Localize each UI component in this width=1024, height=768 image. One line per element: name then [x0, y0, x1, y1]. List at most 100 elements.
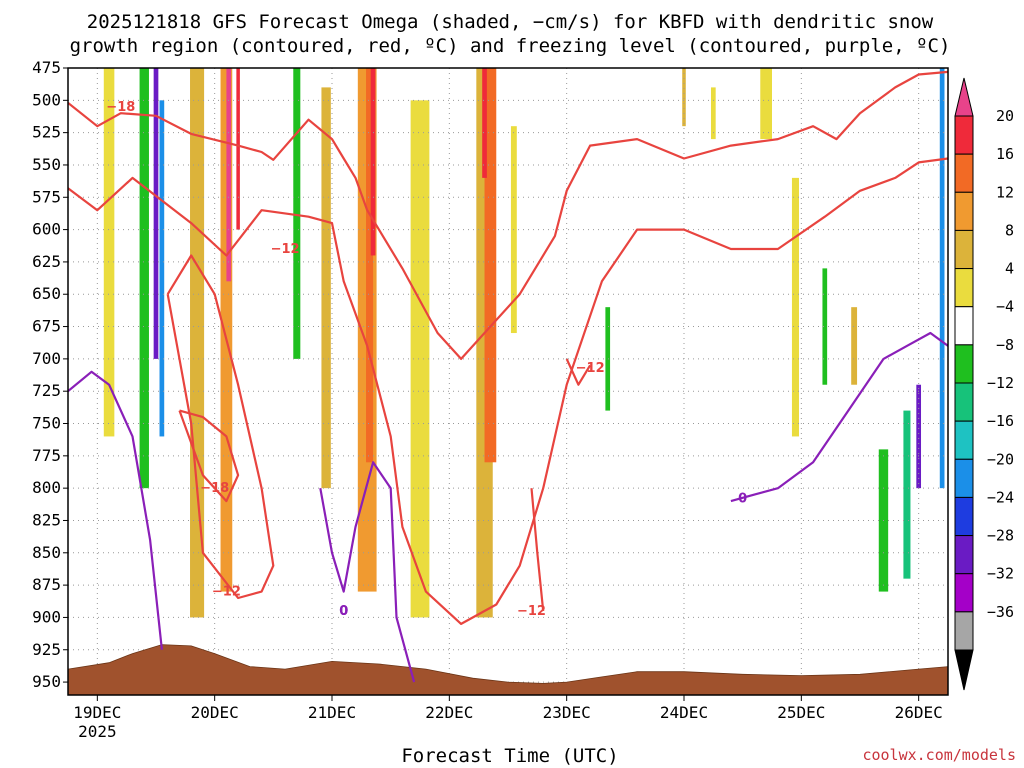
colorbar-swatch-11 [954, 496, 974, 537]
y-tick-label-7: 650 [32, 284, 61, 303]
y-tick-label-13: 800 [32, 478, 61, 497]
x-tick-label-5: 24DEC [660, 703, 708, 722]
dendritic-contour-3 [166, 254, 275, 600]
dendritic-contour-label-4: −12 [517, 604, 546, 619]
y-tick-label-16: 875 [32, 575, 61, 594]
colorbar-swatch-5 [954, 268, 974, 308]
x-tick-label-6: 25DEC [777, 703, 825, 722]
y-axis: 475 500 525 550 575 600 625 650 675 700 725 750 775 8… [32, 58, 68, 691]
omega-band-4 [190, 68, 205, 618]
x-tick-label-3: 22DEC [425, 703, 473, 722]
dendritic-contour-label-3: −12 [212, 585, 241, 600]
omega-band-24 [851, 307, 858, 385]
x-tick-sublabel-0: 2025 [78, 722, 117, 741]
chart-title-line-1: 2025121818 GFS Forecast Omega (shaded, −… [87, 11, 934, 33]
freezing-contour-label-2: 0 [738, 491, 747, 506]
dendritic-contour-2 [178, 409, 240, 503]
x-tick-label-7: 26DEC [895, 703, 943, 722]
y-tick-label-19: 950 [32, 672, 61, 691]
omega-band-5 [220, 68, 233, 592]
y-tick-label-10: 725 [32, 381, 61, 400]
terrain-fill [68, 644, 948, 695]
colorbar-swatch-3 [954, 191, 974, 231]
y-tick-label-9: 700 [32, 349, 61, 368]
omega-band-2 [153, 68, 159, 359]
colorbar-label-5: −4 [996, 298, 1014, 316]
y-tick-label-17: 900 [32, 607, 61, 626]
omega-band-15 [484, 68, 497, 463]
x-tick-label-2: 21DEC [308, 703, 356, 722]
omega-band-16 [482, 68, 487, 178]
x-tick-label-0: 19DEC [73, 703, 121, 722]
omega-band-13 [410, 100, 430, 618]
colorbar-swatch-6 [954, 306, 974, 346]
y-tick-label-8: 675 [32, 317, 61, 336]
dendritic-contour-label-1: −12 [271, 242, 300, 257]
colorbar-swatch-12 [954, 535, 974, 575]
dendritic-contour-label-0: −18 [106, 100, 135, 115]
colorbar-label-13: −36 [987, 603, 1014, 621]
dendritic-contour-label-5: −12 [576, 361, 605, 376]
omega-band-18 [605, 307, 611, 411]
freezing-contour-label-0: 0 [339, 604, 348, 619]
colorbar-label-3: 8 [1005, 221, 1014, 239]
omega-band-9 [321, 87, 331, 489]
colorbar-label-6: −8 [996, 336, 1014, 354]
y-tick-label-0: 475 [32, 58, 61, 77]
dendritic-contour-5 [565, 358, 592, 386]
dendritic-contour-1 [68, 157, 948, 625]
y-tick-label-3: 550 [32, 155, 61, 174]
colorbar-swatch-4 [954, 229, 974, 270]
omega-band-26 [903, 410, 911, 579]
omega-shading-layer [103, 68, 945, 618]
omega-band-6 [226, 68, 232, 282]
omega-band-0 [103, 68, 115, 437]
plot-background [68, 68, 948, 695]
colorbar-label-2: 12 [996, 183, 1014, 201]
y-tick-label-12: 775 [32, 446, 61, 465]
plot-frame [67, 67, 949, 696]
colorbar-bottom-arrow [954, 649, 974, 691]
omega-band-21 [760, 68, 772, 140]
omega-band-12 [370, 68, 376, 256]
omega-band-8 [293, 68, 301, 359]
y-tick-label-4: 575 [32, 187, 61, 206]
colorbar-swatch-9 [954, 420, 974, 460]
colorbar-label-8: −16 [987, 412, 1014, 430]
colorbar: 20 16 12 8 4 −4 −8 −12 −16 −20 −24 −28 −32 −36 [954, 77, 1014, 691]
y-tick-label-14: 825 [32, 510, 61, 529]
dendritic-contour-label-2: −18 [200, 481, 229, 496]
terrain-layer [68, 644, 948, 695]
colorbar-swatch-7 [954, 344, 974, 384]
omega-band-23 [822, 268, 828, 385]
x-tick-label-1: 20DEC [191, 703, 239, 722]
colorbar-label-12: −32 [987, 565, 1014, 583]
colorbar-swatch-1 [954, 115, 974, 155]
colorbar-swatch-10 [954, 458, 974, 498]
colorbar-label-0: 20 [996, 107, 1014, 125]
colorbar-label-10: −24 [987, 488, 1014, 506]
omega-band-3 [159, 100, 165, 437]
x-tick-label-4: 23DEC [543, 703, 591, 722]
colorbar-swatch-13 [954, 573, 974, 613]
colorbar-swatch-14 [954, 611, 974, 651]
omega-band-1 [139, 68, 149, 489]
omega-band-20 [710, 87, 716, 140]
freezing-contour-2 [730, 331, 948, 503]
y-tick-label-1: 500 [32, 90, 61, 109]
colorbar-swatch-8 [954, 382, 974, 422]
omega-band-22 [791, 177, 799, 437]
omega-band-7 [236, 68, 240, 230]
y-tick-label-18: 925 [32, 640, 61, 659]
omega-band-11 [366, 68, 374, 463]
omega-band-28 [939, 68, 945, 489]
colorbar-label-11: −28 [987, 527, 1014, 545]
freezing-contour-1 [319, 461, 416, 683]
omega-band-27 [916, 384, 922, 489]
dendritic-contour-4 [530, 488, 545, 612]
colorbar-label-7: −12 [987, 374, 1014, 392]
y-tick-label-2: 525 [32, 123, 61, 142]
